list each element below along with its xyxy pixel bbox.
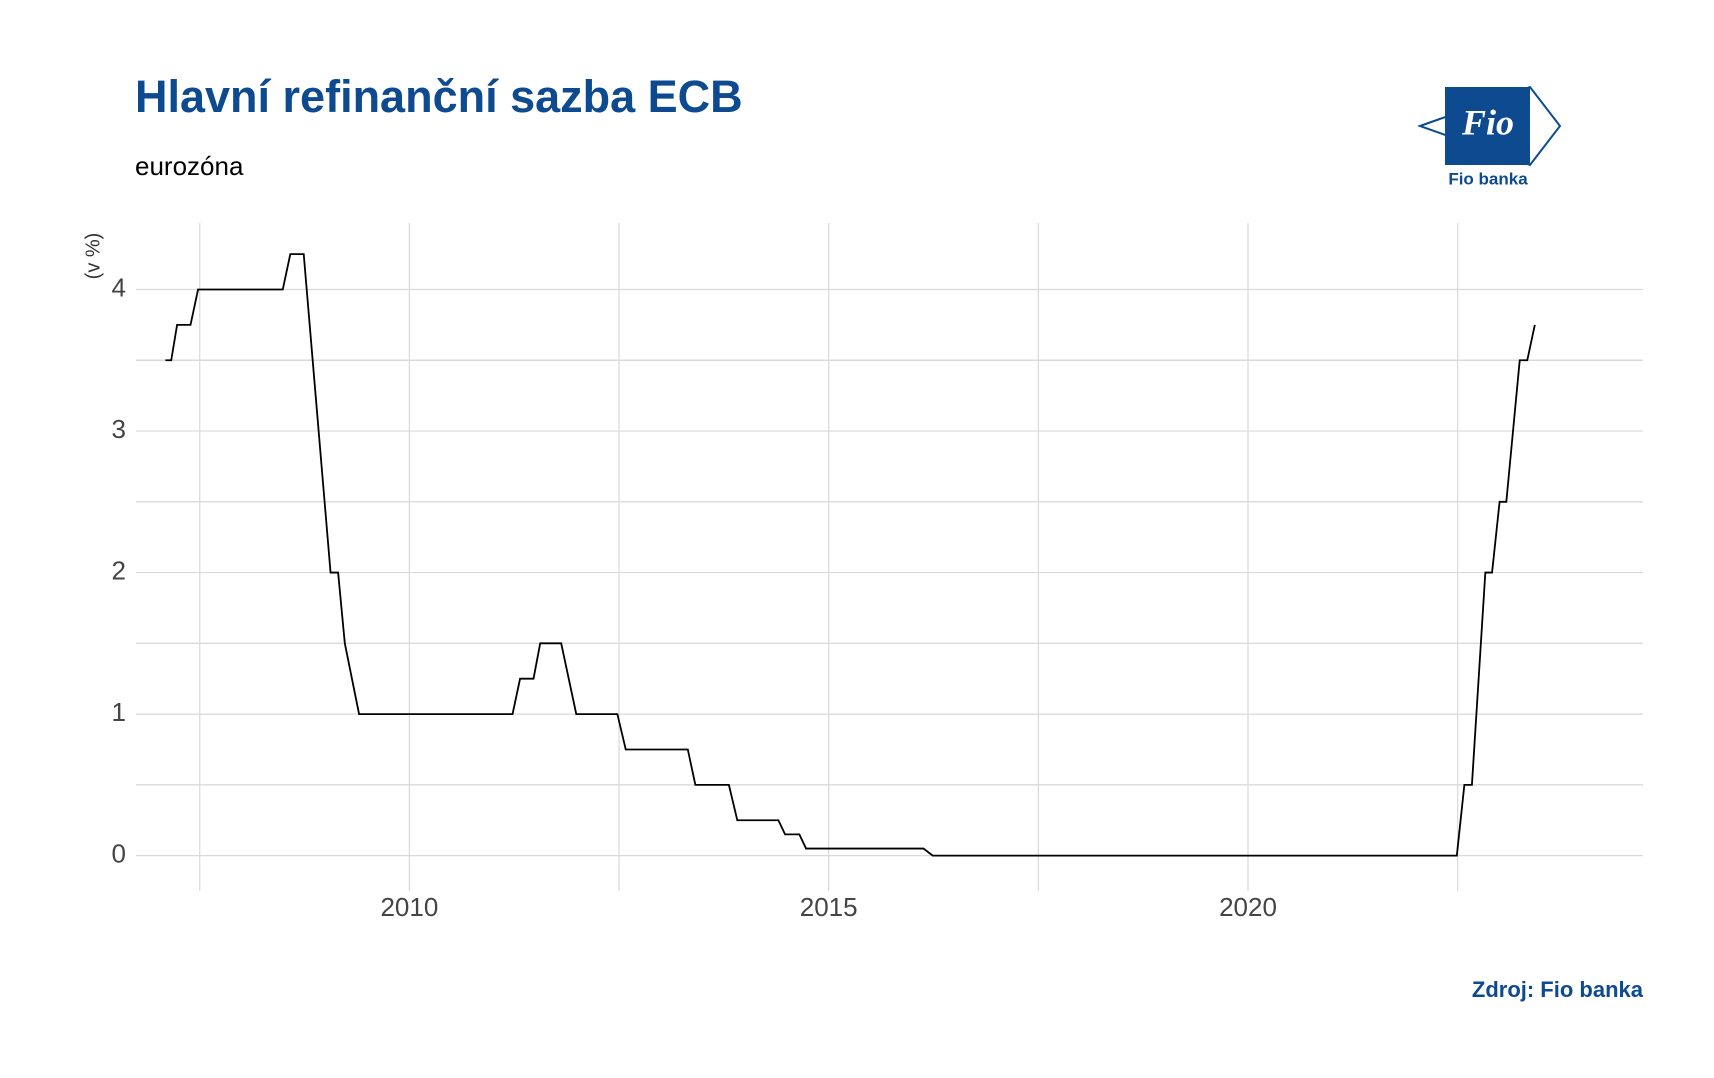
y-axis-label: (v %): [82, 233, 104, 280]
logo-caption: Fio banka: [1448, 169, 1528, 188]
logo: Fio Fio banka: [1417, 85, 1562, 188]
y-tick-label: 4: [112, 272, 126, 302]
logo-text: Fio: [1461, 102, 1514, 142]
x-tick-label: 2015: [800, 892, 858, 922]
chart-title: Hlavní refinanční sazba ECB: [135, 71, 743, 122]
y-tick-label: 2: [112, 555, 126, 585]
y-tick-label: 1: [112, 697, 126, 727]
line-series: [165, 253, 1536, 857]
x-tick-label: 2010: [380, 892, 438, 922]
x-tick-label: 2020: [1219, 892, 1277, 922]
y-tick-label: 0: [112, 838, 126, 868]
source: Zdroj: Fio banka: [1472, 977, 1644, 1002]
chart-subtitle: eurozóna: [135, 151, 244, 181]
y-tick-label: 3: [112, 414, 126, 444]
logo-box: [1445, 87, 1530, 165]
